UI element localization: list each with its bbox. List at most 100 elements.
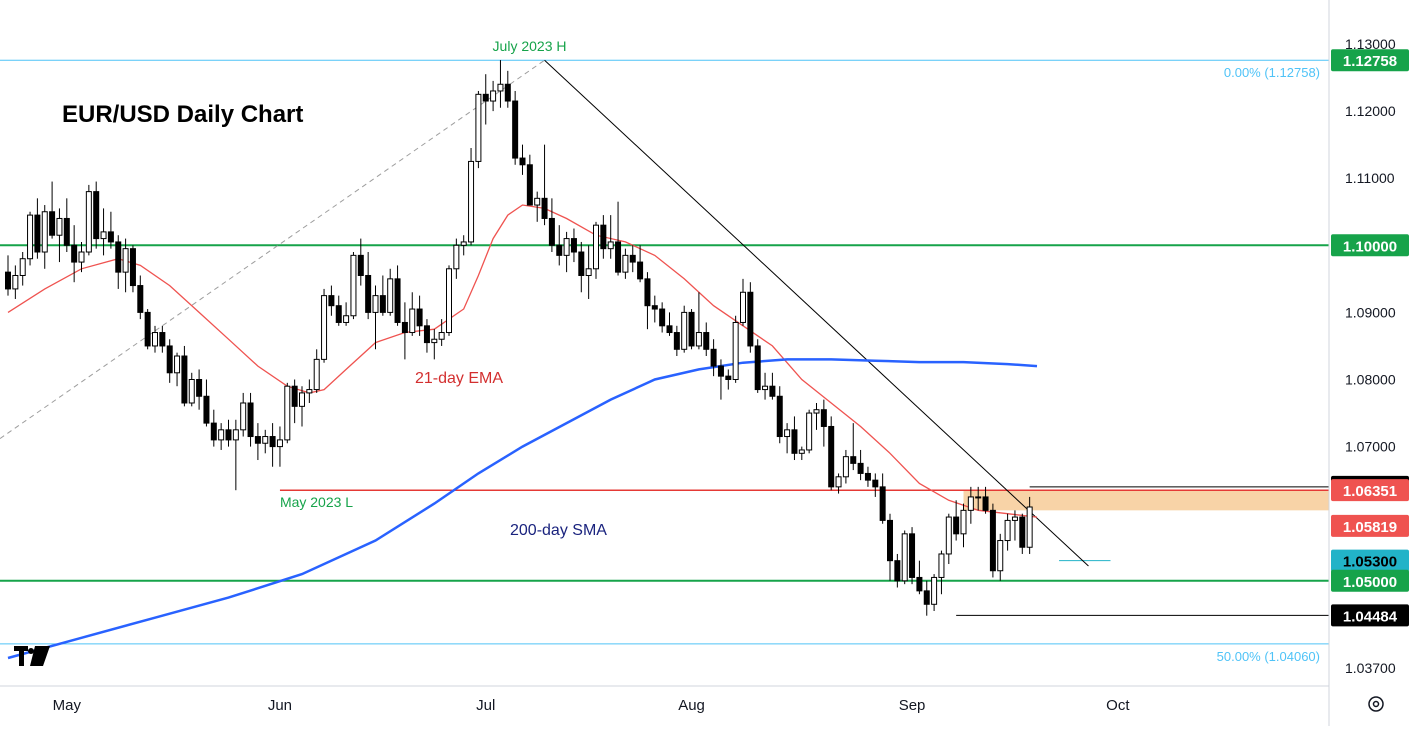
candle-up	[967, 496, 974, 511]
candle-down	[578, 251, 585, 276]
candle-up	[563, 238, 570, 256]
candle-up	[497, 83, 504, 92]
price-tag: 1.05819	[1331, 514, 1409, 537]
price-tick-label: 1.07000	[1345, 439, 1396, 455]
candle-down	[850, 456, 857, 464]
candle-up	[299, 392, 305, 407]
candle-up	[372, 295, 379, 313]
price-tick-label: 1.08000	[1345, 372, 1396, 388]
candle-down	[659, 308, 666, 327]
fib-50-label: 50.00% (1.04060)	[1217, 649, 1320, 664]
price-axis[interactable]: 1.13000 1.12000 1.11000 1.10000 1.09000 1.080…	[1345, 36, 1396, 676]
candle-down	[887, 519, 893, 562]
candle-down	[857, 462, 864, 474]
candle-down	[725, 375, 732, 380]
candle-up	[152, 332, 158, 347]
gear-icon[interactable]	[1368, 696, 1384, 712]
candle-down	[357, 254, 364, 276]
candle-up	[174, 355, 181, 374]
candle-down	[196, 379, 203, 397]
candle-down	[864, 472, 871, 481]
price-tag: 1.06351	[1331, 479, 1409, 502]
candle-down	[504, 83, 511, 102]
candle-up	[284, 385, 291, 441]
candle-up	[276, 439, 283, 448]
price-tag-text: 1.04484	[1343, 608, 1398, 625]
candle-down	[703, 332, 710, 350]
candle-down	[34, 214, 41, 253]
time-tick-label: Oct	[1106, 697, 1130, 714]
price-tag-bg	[1331, 479, 1409, 502]
candle-down	[651, 305, 658, 310]
candle-down	[328, 295, 335, 307]
tradingview-logo[interactable]	[14, 646, 50, 666]
candle-up	[262, 436, 269, 444]
candle-up	[409, 308, 416, 334]
candle-down	[688, 311, 695, 347]
candle-down	[115, 241, 122, 273]
candle-up	[41, 211, 48, 253]
fib-0-label: 0.00% (1.12758)	[1224, 65, 1320, 80]
price-tag-text: 1.10000	[1343, 238, 1397, 255]
candle-down	[159, 332, 166, 347]
candle-down	[710, 348, 717, 367]
candle-up	[681, 311, 688, 350]
candle-down	[989, 509, 996, 572]
candle-up	[585, 268, 592, 276]
candle-down	[909, 533, 916, 578]
candle-up	[387, 278, 394, 313]
time-axis[interactable]: May Jun Jul Aug Sep Oct	[53, 697, 1131, 714]
candle-down	[615, 241, 622, 273]
gear-outer	[1368, 696, 1384, 712]
candle-up	[431, 338, 438, 344]
candle-down	[820, 409, 827, 427]
candle-down	[416, 308, 423, 327]
candle-down	[210, 422, 217, 441]
candle-down	[63, 217, 70, 246]
candle-down	[49, 211, 56, 236]
candle-up	[321, 295, 328, 360]
candle-up	[27, 214, 34, 260]
candle-down	[629, 254, 636, 263]
candle-up	[468, 160, 475, 243]
candle-down	[570, 238, 577, 253]
candle-down	[541, 197, 548, 219]
candle-down	[872, 479, 879, 488]
candle-down	[144, 311, 151, 347]
candle-up	[835, 476, 842, 488]
candles	[5, 60, 1033, 616]
candle-up	[945, 516, 952, 555]
candle-up	[695, 332, 702, 347]
sma-label: 200-day SMA	[510, 522, 607, 539]
candle-down	[5, 271, 11, 290]
candle-up	[490, 90, 497, 102]
logo-vee	[33, 646, 50, 666]
candle-down	[666, 325, 673, 334]
candle-up	[607, 241, 614, 250]
gear-inner	[1372, 700, 1380, 708]
candle-up	[534, 197, 541, 206]
candle-up	[232, 429, 239, 441]
candle-down	[291, 385, 298, 407]
candle-down	[982, 496, 989, 511]
candle-down	[247, 402, 254, 438]
candle-down	[254, 436, 261, 444]
price-tag: 1.04484	[1331, 604, 1409, 627]
candle-up	[12, 274, 19, 290]
candle-down	[137, 285, 144, 313]
price-tick-label: 1.11000	[1345, 170, 1395, 186]
candle-down	[953, 516, 960, 535]
price-tags: 1.127581.100001.063991.063511.058191.053…	[1331, 49, 1409, 627]
price-tag: 1.10000	[1331, 234, 1409, 257]
candle-up	[240, 402, 247, 431]
candle-up	[306, 389, 313, 394]
price-tag-bg	[1331, 569, 1409, 592]
resistance-zone	[963, 490, 1329, 511]
price-tick-label: 1.09000	[1345, 304, 1396, 320]
candle-up	[901, 533, 908, 582]
candle-down	[923, 590, 930, 605]
candle-down	[894, 560, 901, 582]
time-tick-label: Aug	[678, 697, 705, 714]
